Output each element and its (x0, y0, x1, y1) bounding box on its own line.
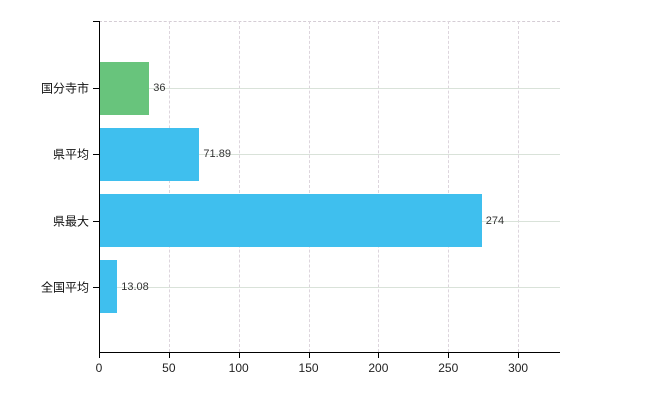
x-axis-tick (378, 352, 380, 358)
plot-area: 36 71.89 274 13.08 (99, 21, 560, 352)
y-axis-tick (93, 286, 99, 288)
plot-top-border (99, 21, 560, 22)
y-axis-tick (93, 88, 99, 89)
bar-4 (99, 260, 118, 314)
bar-3 (99, 194, 482, 248)
x-tick-label: 200 (368, 361, 389, 375)
x-axis-tick (238, 352, 240, 358)
bar-2 (99, 127, 200, 181)
bar-value-label: 274 (485, 214, 505, 227)
category-label: 全国平均 (40, 280, 89, 295)
x-gridline (308, 21, 310, 352)
y-axis-tick (93, 154, 99, 156)
x-gridline (378, 21, 380, 352)
x-tick-label: 250 (438, 361, 459, 375)
x-axis-tick (518, 352, 520, 358)
bar-1 (99, 61, 150, 115)
x-axis-tick (308, 352, 310, 358)
y-axis-tick (93, 220, 99, 222)
y-gridline (99, 154, 560, 156)
y-axis-line (99, 21, 100, 352)
x-tick-label: 0 (95, 361, 103, 375)
y-gridline (99, 286, 560, 288)
x-tick-label: 300 (508, 361, 529, 375)
category-label: 国分寺市 (40, 81, 89, 96)
category-label: 県最大 (52, 214, 89, 229)
x-tick-label: 150 (298, 361, 319, 375)
y-gridline (99, 88, 560, 89)
x-gridline (238, 21, 240, 352)
x-gridline (168, 21, 170, 352)
x-axis-line (99, 352, 560, 353)
bar-value-label: 71.89 (203, 148, 231, 161)
bar-value-label: 36 (153, 82, 166, 94)
x-axis-tick (99, 352, 100, 358)
x-axis-tick (168, 352, 170, 358)
x-axis-tick (448, 352, 450, 358)
x-tick-label: 100 (228, 361, 249, 375)
category-label: 県平均 (52, 147, 89, 162)
bar-value-label: 13.08 (121, 280, 149, 293)
y-axis-top-tick (93, 21, 99, 22)
x-gridline (518, 21, 520, 352)
x-gridline (448, 21, 450, 352)
x-tick-label: 50 (162, 361, 176, 375)
